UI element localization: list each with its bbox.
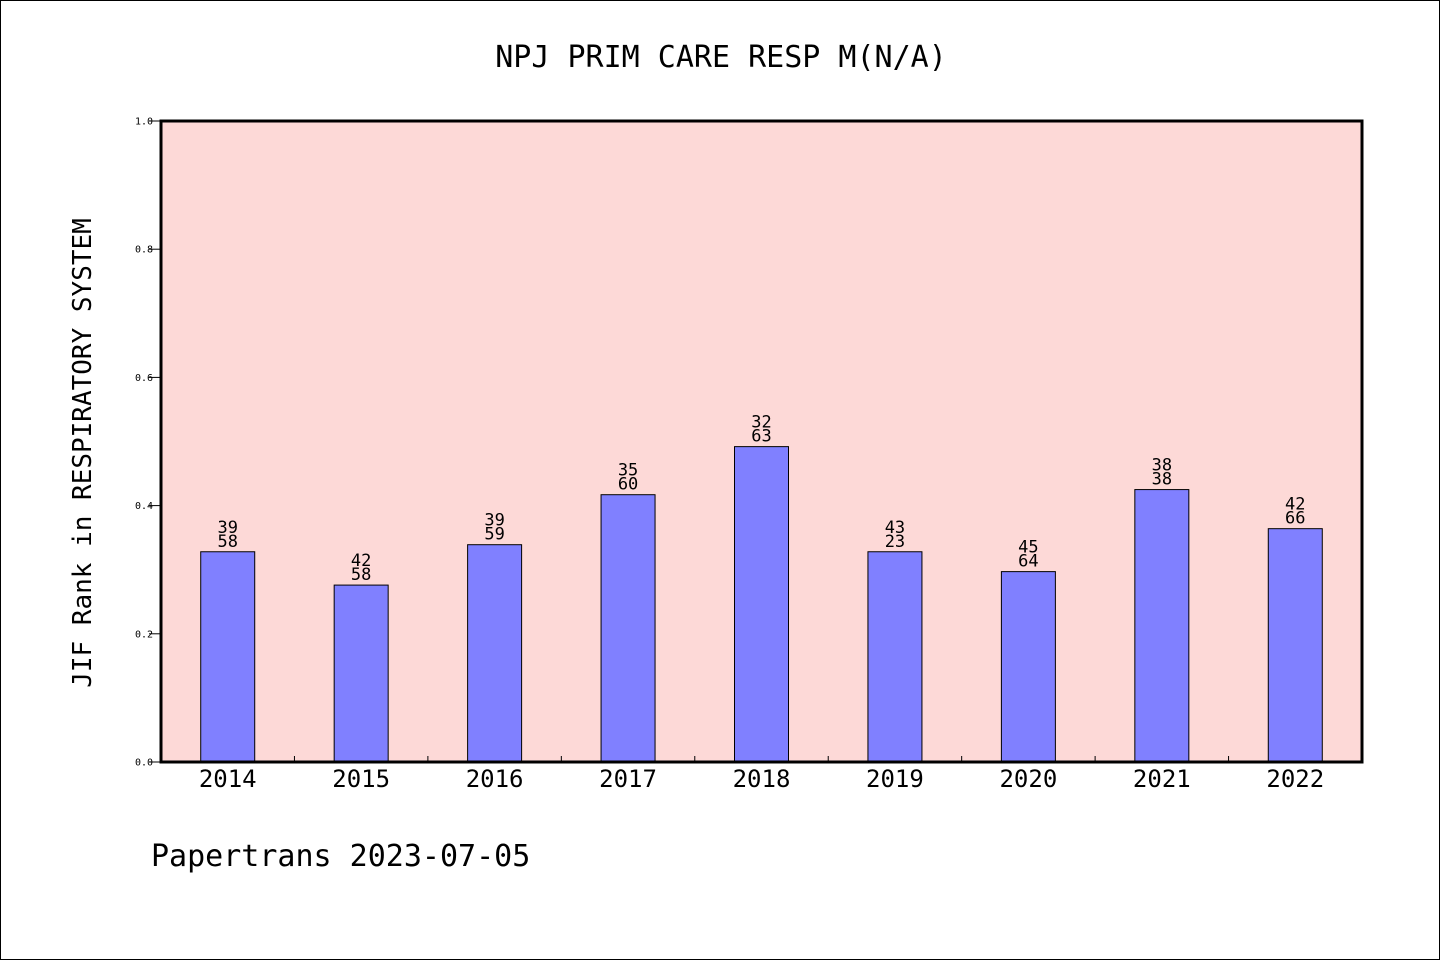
bar-rank-label: 45 (1018, 538, 1038, 558)
bar-rank-label: 38 (1152, 456, 1172, 476)
bar (1267, 528, 1323, 763)
y-tick-label: 0.8 (135, 245, 153, 256)
bar-rank-label: 42 (351, 551, 371, 571)
chart-title: NPJ PRIM CARE RESP M(N/A) (495, 40, 947, 75)
x-tick-label: 2020 (999, 765, 1057, 793)
bar-total-label: 60 (618, 475, 638, 495)
x-tick-label: 2022 (1266, 765, 1324, 793)
bar-total-label: 63 (751, 427, 771, 447)
y-tick-label: 0.6 (135, 373, 153, 384)
x-tick-label: 2018 (733, 765, 791, 793)
plot-border (159, 119, 1364, 764)
x-tick-label: 2021 (1133, 765, 1191, 793)
x-tick-label: 2014 (199, 765, 257, 793)
x-tick-label: 2016 (466, 765, 524, 793)
bar (734, 446, 789, 763)
y-axis-label: JIF Rank in RESPIRATORY SYSTEM (68, 218, 98, 688)
bar-rank-label: 39 (217, 518, 237, 538)
bar-total-label: 64 (1018, 552, 1038, 572)
bar (1000, 571, 1056, 763)
bar-rank-label: 42 (1285, 495, 1305, 515)
bar-total-label: 23 (885, 532, 905, 552)
bar-rank-label: 35 (618, 461, 638, 481)
bar (467, 544, 523, 763)
bar-total-label: 58 (217, 532, 237, 552)
y-tick-label: 1.0 (135, 117, 153, 128)
bar-rank-label: 43 (885, 518, 905, 538)
y-tick-label: 0.4 (135, 501, 153, 512)
x-tick-label: 2017 (599, 765, 657, 793)
x-tick-label: 2019 (866, 765, 924, 793)
bar-total-label: 38 (1152, 470, 1172, 490)
bar-total-label: 58 (351, 565, 371, 585)
bar (200, 551, 256, 763)
bar (333, 584, 389, 763)
y-tick-label: 0.2 (135, 629, 153, 640)
bar (867, 551, 923, 763)
bar-rank-label: 39 (484, 511, 504, 531)
bar-total-label: 59 (484, 525, 504, 545)
x-tick-label: 2015 (332, 765, 390, 793)
bar (1134, 489, 1190, 763)
footer-text: Papertrans 2023-07-05 (151, 839, 530, 874)
bar (600, 494, 656, 763)
y-tick-label: 0.0 (135, 758, 153, 769)
bar-rank-label: 32 (751, 413, 771, 433)
bar-total-label: 66 (1285, 509, 1305, 529)
